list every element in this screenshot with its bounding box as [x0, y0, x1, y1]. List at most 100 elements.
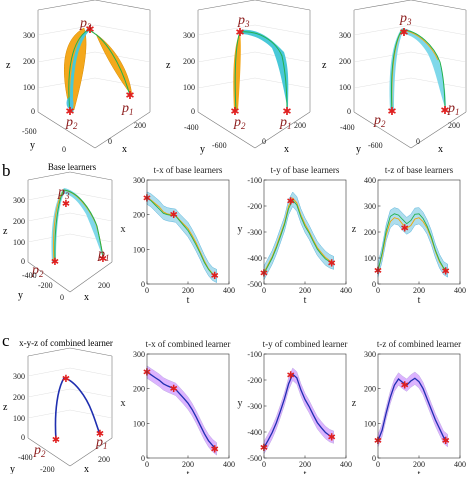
marker-2: ✱ — [441, 267, 449, 278]
orange-lobe-left — [64, 27, 87, 111]
svg-text:300: 300 — [339, 31, 351, 40]
marker-2: ✱ — [210, 271, 218, 282]
marker-2: ✱ — [210, 444, 218, 455]
chart-title: t-y of combined learner — [263, 339, 348, 349]
x-tick-label: 200 — [182, 286, 194, 295]
panel-title: x-y-z of combined learner — [19, 338, 113, 348]
y-axis-label: x — [121, 224, 126, 235]
svg-text:-400: -400 — [18, 453, 33, 462]
marker-1: ✱ — [400, 381, 408, 392]
x-tick-label: 0 — [262, 286, 266, 295]
x-tick-label: 0 — [145, 460, 149, 469]
chart-title: t-x of combined learner — [146, 339, 231, 349]
x-tick-label: 0 — [262, 460, 266, 469]
tick-labels-y: -400 -200 0 — [22, 271, 64, 302]
chart-title: t-y of base learners — [271, 165, 340, 175]
y-tick-label: 200 — [133, 211, 145, 220]
start-marker: ✱ — [51, 257, 59, 268]
start-marker: ✱ — [52, 435, 60, 446]
svg-text:200: 200 — [448, 121, 460, 130]
series-line-0 — [263, 197, 334, 273]
label-p2: p2 — [31, 263, 44, 279]
svg-text:200: 200 — [98, 455, 110, 464]
tick-labels-z: 300 200 100 0 — [183, 31, 195, 116]
tick-labels-z: 300 200 100 0 — [13, 372, 25, 442]
y-tick-label: -300 — [247, 228, 262, 237]
label-p1: p1 — [121, 101, 134, 117]
svg-text:100: 100 — [13, 414, 25, 423]
tick-labels-x: 200 — [98, 455, 110, 464]
svg-text:200: 200 — [13, 393, 25, 402]
grid-3d — [353, 24, 467, 89]
row-c-3d-panel: x-y-z of combined learner ✱ ✱ ✱ p2 p1 30… — [3, 338, 113, 475]
marker-2: ✱ — [327, 259, 335, 270]
y-tick-label: 100 — [133, 245, 145, 254]
end-marker: ✱ — [440, 105, 449, 117]
svg-text:100: 100 — [183, 83, 195, 92]
svg-text:-200: -200 — [40, 465, 55, 474]
y-axis-label: z — [352, 398, 357, 409]
y-tick-label: -500 — [247, 454, 262, 463]
svg-text:0: 0 — [262, 137, 266, 146]
y-tick-label: 100 — [364, 419, 376, 428]
chart-title: t-z of combined learner — [377, 339, 461, 349]
uncertainty-band — [263, 191, 334, 280]
y-tick-label: 400 — [364, 176, 376, 185]
series-line-1 — [377, 213, 448, 272]
marker-1: ✱ — [286, 196, 294, 207]
y-tick-label: 100 — [133, 419, 145, 428]
trajectory — [54, 189, 104, 263]
axis-label-y: y — [356, 144, 361, 155]
panel-title: Base learners — [48, 162, 97, 172]
axis-label-y: y — [18, 290, 23, 301]
series-line-1 — [263, 199, 334, 274]
box-3d — [353, 0, 467, 149]
tick-labels-y: -500 0 — [22, 127, 66, 154]
x-axis-label: t — [418, 295, 421, 306]
marker-1: ✱ — [286, 370, 294, 381]
x-tick-label: 400 — [340, 460, 352, 469]
axis-label-x: x — [84, 464, 89, 474]
series-line-0 — [377, 217, 448, 272]
label-p2: p2 — [233, 115, 246, 131]
axis-label-y: y — [30, 140, 35, 151]
label-p3: p3 — [57, 185, 70, 201]
start-marker: ✱ — [65, 106, 74, 118]
y-tick-label: -200 — [247, 202, 262, 211]
uncertainty-band — [377, 371, 448, 448]
series-line-0 — [263, 373, 334, 448]
label-p1: p1 — [447, 101, 460, 117]
svg-text:300: 300 — [13, 196, 25, 205]
y-axis-label: y — [238, 398, 243, 409]
y-axis-label: y — [238, 224, 243, 235]
cyan-band — [389, 28, 446, 110]
label-p2: p2 — [33, 443, 46, 459]
box-3d — [197, 0, 311, 149]
row-a-panel-3: ✱ ✱ ✱ p3 p2 p1 300 200 100 0 z -400 -600… — [322, 0, 467, 155]
svg-text:200: 200 — [98, 281, 110, 290]
cyan-end-blob — [66, 97, 74, 109]
y-tick-label: 200 — [133, 385, 145, 394]
end-marker: ✱ — [99, 254, 107, 265]
y-tick-label: 200 — [364, 385, 376, 394]
chart-c_tx: t-x of combined learner✱✱✱0 200 4000100200… — [121, 339, 236, 479]
y-tick-label: -500 — [247, 280, 262, 289]
mid-marker: ✱ — [85, 24, 94, 36]
label-p2: p2 — [373, 113, 386, 129]
row-a-panel-2: ✱ ✱ ✱ p3 p2 p1 300 200 100 0 z -400 -600… — [166, 0, 311, 155]
x-tick-label: 200 — [299, 460, 311, 469]
svg-text:0: 0 — [191, 107, 195, 116]
axis-label-z: z — [3, 402, 8, 413]
x-tick-label: 200 — [413, 460, 425, 469]
y-tick-label: 200 — [364, 228, 376, 237]
marker-1: ✱ — [169, 210, 177, 221]
y-axis-label: x — [121, 398, 126, 409]
row-b-label: b — [2, 161, 11, 180]
label-p1: p1 — [279, 115, 292, 131]
trajectory — [68, 29, 131, 113]
svg-text:-600: -600 — [212, 141, 227, 150]
svg-text:200: 200 — [294, 121, 306, 130]
x-tick-label: 400 — [340, 286, 352, 295]
